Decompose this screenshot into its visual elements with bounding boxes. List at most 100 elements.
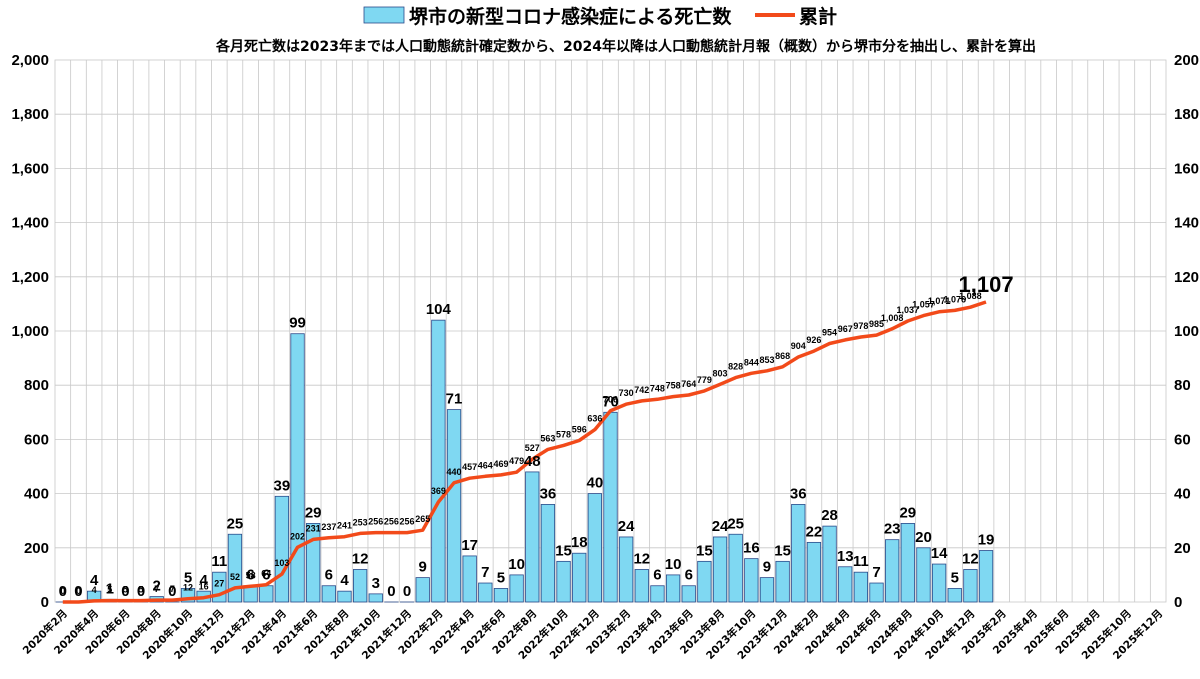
bar-data-label: 25 [727, 515, 744, 532]
bar [290, 333, 305, 603]
bar [853, 571, 868, 603]
bar-data-label: 18 [571, 534, 588, 551]
bar [462, 555, 477, 603]
bar-data-label: 29 [899, 504, 916, 521]
bar-data-label: 6 [325, 567, 333, 584]
bar-data-label: 19 [978, 532, 995, 549]
bar-data-label: 13 [837, 548, 854, 565]
cumulative-data-label: 265 [415, 514, 430, 524]
bar [415, 577, 430, 603]
bar-data-label: 15 [696, 542, 713, 559]
cumulative-data-label: 52 [230, 572, 240, 582]
bar-data-label: 0 [74, 583, 82, 600]
cumulative-data-label: 7 [154, 584, 159, 594]
bar-data-label: 0 [387, 583, 395, 600]
bar [274, 495, 290, 603]
cumulative-data-label: 853 [759, 355, 774, 365]
cumulative-data-label: 0 [76, 586, 81, 596]
bar [587, 493, 602, 603]
y-left-tick-label: 1,200 [11, 269, 49, 286]
cumulative-data-label: 1,008 [881, 313, 904, 323]
bar [446, 409, 462, 603]
bar-data-label: 7 [481, 564, 489, 581]
cumulative-data-label: 256 [368, 517, 383, 527]
cumulative-data-label: 828 [728, 362, 743, 372]
bar-data-label: 0 [121, 583, 129, 600]
bar-data-label: 12 [962, 550, 979, 567]
bar-data-label: 1 [106, 580, 114, 597]
bar-data-label: 36 [790, 485, 807, 502]
bar-data-label: 12 [633, 550, 650, 567]
bar-data-label: 6 [246, 567, 254, 584]
bar-data-label: 70 [602, 393, 619, 410]
y-left-tick-label: 0 [41, 594, 49, 611]
bar-data-label: 9 [763, 559, 771, 576]
bar-data-label: 40 [587, 475, 604, 492]
bar-data-label: 5 [184, 569, 192, 586]
bar-data-label: 22 [806, 523, 823, 540]
cumulative-data-label: 369 [431, 486, 446, 496]
cumulative-data-label: 479 [509, 456, 524, 466]
cumulative-data-label: 926 [806, 335, 821, 345]
cumulative-data-label: 241 [337, 521, 352, 531]
cumulative-data-label: 58 [246, 570, 256, 580]
bar [431, 319, 446, 603]
cumulative-data-label: 5 [107, 585, 112, 595]
bar [259, 585, 274, 603]
bar-data-label: 10 [508, 556, 525, 573]
bar-data-label: 25 [227, 515, 244, 532]
cumulative-data-label: 779 [697, 375, 712, 385]
bar [728, 533, 743, 603]
bar-data-label: 6 [685, 567, 693, 584]
cumulative-data-label: 730 [619, 388, 634, 398]
cumulative-data-label: 464 [478, 460, 493, 470]
bar-data-label: 104 [426, 301, 452, 318]
legend-line-label: 累計 [799, 5, 837, 28]
bar [759, 577, 775, 603]
bar-data-label: 4 [90, 572, 99, 589]
bar-data-label: 10 [665, 556, 682, 573]
bar [525, 471, 540, 603]
cumulative-data-label: 706 [603, 395, 618, 405]
cumulative-data-label: 237 [321, 522, 336, 532]
y-right-tick-label: 200 [1174, 52, 1199, 69]
cumulative-data-label: 636 [587, 414, 602, 424]
bar [806, 541, 822, 603]
bar [900, 523, 915, 603]
y-left-tick-label: 600 [24, 431, 49, 448]
cumulative-data-label: 764 [681, 379, 696, 389]
cumulative-data-label: 985 [869, 319, 884, 329]
cumulative-data-label: 1,071 [928, 296, 951, 306]
bar [619, 536, 634, 603]
bar [603, 411, 618, 603]
bar-data-label: 48 [524, 453, 541, 470]
cumulative-data-label: 803 [713, 368, 728, 378]
bar [869, 582, 884, 603]
cumulative-data-label: 64 [261, 569, 271, 579]
bar [509, 574, 524, 603]
bar-data-label: 0 [168, 583, 176, 600]
y-left-tick-label: 1,600 [11, 160, 49, 177]
y-right-tick-label: 60 [1174, 431, 1191, 448]
cumulative-data-label: 1,037 [897, 305, 920, 315]
bar [321, 585, 336, 603]
cumulative-data-label: 954 [822, 327, 837, 337]
y-right-tick-label: 160 [1174, 160, 1199, 177]
bars [55, 319, 994, 603]
cumulative-data-label: 16 [199, 582, 209, 592]
bar-data-label: 4 [199, 572, 208, 589]
y-right-tick-label: 0 [1174, 594, 1182, 611]
bar-data-label: 11 [853, 553, 869, 570]
bar [665, 574, 681, 603]
cumulative-data-label: 1,088 [959, 291, 982, 301]
bar [368, 593, 383, 603]
bar-data-label: 11 [211, 553, 227, 570]
y-left-tick-label: 2,000 [11, 52, 49, 69]
bar-data-label: 4 [340, 572, 349, 589]
cumulative-data-label: 4 [92, 585, 97, 595]
cumulative-data-label: 563 [540, 433, 555, 443]
cumulative-line-group [62, 300, 987, 604]
bar-data-label: 3 [372, 575, 380, 592]
